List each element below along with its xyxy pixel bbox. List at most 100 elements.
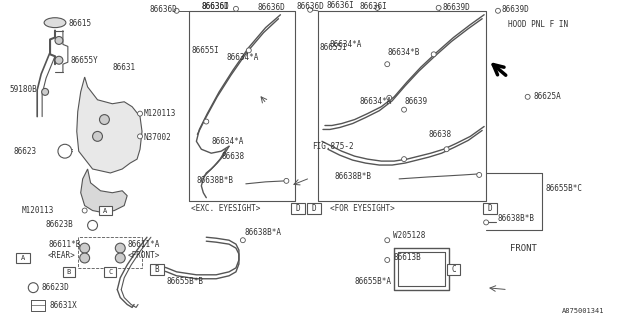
Text: HOOD PNL F IN: HOOD PNL F IN — [508, 20, 568, 29]
Text: 86611*B: 86611*B — [48, 240, 81, 249]
Text: 86636I: 86636I — [327, 1, 355, 10]
Text: 86615: 86615 — [69, 19, 92, 28]
Bar — [447, 264, 460, 275]
Circle shape — [204, 119, 209, 124]
Text: 86613B: 86613B — [393, 253, 421, 262]
Text: 86636D: 86636D — [258, 3, 285, 12]
Text: C: C — [451, 265, 456, 274]
Text: M120113: M120113 — [144, 109, 177, 118]
Text: C: C — [108, 269, 113, 275]
Circle shape — [88, 220, 97, 230]
Circle shape — [444, 147, 449, 152]
Text: 86638: 86638 — [221, 152, 244, 161]
Circle shape — [80, 243, 90, 253]
Text: A: A — [103, 208, 108, 213]
Circle shape — [477, 172, 482, 177]
Text: 86634*A: 86634*A — [360, 97, 392, 106]
Text: D: D — [312, 204, 316, 213]
Circle shape — [284, 178, 289, 183]
Bar — [150, 264, 164, 275]
Bar — [483, 203, 497, 214]
Circle shape — [115, 253, 125, 263]
Text: 86638B*A: 86638B*A — [245, 228, 282, 237]
Text: D: D — [488, 204, 492, 213]
Text: W205128: W205128 — [393, 231, 426, 240]
Text: 86655I: 86655I — [320, 43, 348, 52]
Circle shape — [401, 157, 406, 162]
Text: 86655B*B: 86655B*B — [167, 277, 204, 286]
Circle shape — [375, 5, 380, 10]
Ellipse shape — [44, 18, 66, 28]
Text: 86611*A: 86611*A — [127, 240, 159, 249]
Circle shape — [28, 283, 38, 292]
Text: <FRONT>: <FRONT> — [127, 251, 159, 260]
Text: 86636D: 86636D — [202, 2, 229, 11]
Text: 86631X: 86631X — [49, 301, 77, 310]
Text: <REAR>: <REAR> — [48, 251, 76, 260]
Text: 86655B*A: 86655B*A — [355, 277, 392, 286]
Text: 86639D: 86639D — [443, 3, 470, 12]
Text: 86625A: 86625A — [534, 92, 561, 101]
Text: 86638B*B: 86638B*B — [196, 176, 234, 185]
Polygon shape — [77, 77, 142, 173]
Bar — [307, 203, 321, 214]
Circle shape — [55, 56, 63, 64]
Circle shape — [80, 253, 90, 263]
Text: <EXC. EYESIGHT>: <EXC. EYESIGHT> — [191, 204, 261, 213]
Circle shape — [58, 144, 72, 158]
Circle shape — [138, 111, 143, 116]
Circle shape — [308, 7, 312, 12]
Text: 86623B: 86623B — [45, 220, 73, 229]
Circle shape — [246, 48, 252, 53]
Text: B: B — [67, 269, 71, 275]
Circle shape — [387, 95, 392, 100]
Text: 59180B: 59180B — [10, 85, 37, 94]
Text: A: A — [21, 255, 26, 261]
Bar — [17, 253, 30, 263]
Text: M120113: M120113 — [21, 206, 54, 215]
Circle shape — [174, 8, 179, 13]
Text: 86623: 86623 — [13, 147, 36, 156]
Circle shape — [385, 258, 390, 262]
Text: 86655B*C: 86655B*C — [545, 184, 582, 193]
Circle shape — [385, 62, 390, 67]
Text: 86634*A: 86634*A — [211, 137, 244, 146]
Circle shape — [431, 52, 436, 57]
Text: 86655I: 86655I — [191, 46, 220, 55]
Text: 86636I: 86636I — [360, 2, 387, 11]
Bar — [291, 203, 305, 214]
Circle shape — [495, 8, 500, 13]
Text: FRONT: FRONT — [510, 244, 537, 252]
Circle shape — [115, 243, 125, 253]
Text: N37002: N37002 — [144, 133, 172, 142]
Circle shape — [234, 6, 239, 11]
Circle shape — [484, 220, 488, 225]
Text: 86655Y: 86655Y — [71, 56, 99, 65]
Circle shape — [385, 238, 390, 243]
Circle shape — [401, 107, 406, 112]
Circle shape — [436, 5, 441, 10]
Text: 86638B*B: 86638B*B — [335, 172, 372, 181]
Circle shape — [42, 88, 49, 95]
Text: 86636D: 86636D — [150, 5, 178, 14]
Text: 86634*A: 86634*A — [330, 40, 362, 49]
Text: D: D — [296, 204, 301, 213]
Bar — [104, 267, 116, 277]
Text: 86638: 86638 — [429, 130, 452, 139]
Text: A875001341: A875001341 — [563, 308, 605, 314]
Circle shape — [138, 134, 143, 139]
Text: B: B — [154, 265, 159, 274]
Text: 86638B*B: 86638B*B — [498, 214, 535, 223]
Text: 86634*B: 86634*B — [387, 48, 420, 57]
Circle shape — [55, 36, 63, 44]
Text: 86623D: 86623D — [41, 283, 69, 292]
Text: 86636I: 86636I — [201, 2, 229, 11]
Text: 86634*A: 86634*A — [226, 53, 259, 62]
Text: 86639D: 86639D — [502, 5, 530, 14]
Text: FIG.875-2: FIG.875-2 — [312, 142, 354, 151]
Text: 86636D: 86636D — [296, 2, 324, 11]
Circle shape — [99, 115, 109, 124]
Bar — [99, 205, 113, 215]
Circle shape — [525, 94, 530, 99]
Circle shape — [82, 208, 87, 213]
